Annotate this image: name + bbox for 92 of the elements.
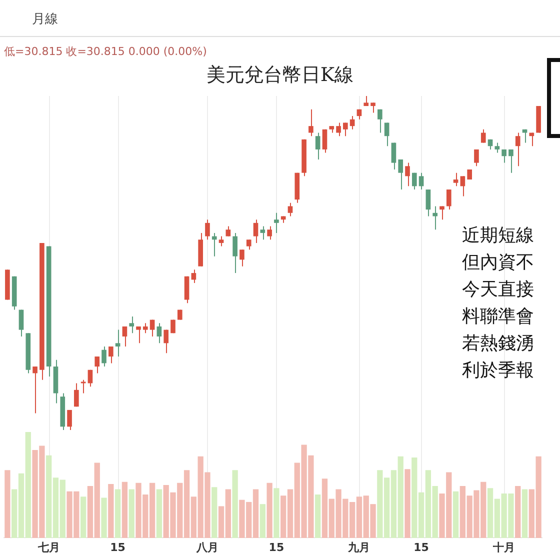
candlestick xyxy=(460,176,466,197)
x-tick-label: 七月 xyxy=(36,540,60,554)
candlestick xyxy=(377,108,382,134)
candlestick xyxy=(115,329,120,358)
bar xyxy=(4,470,10,538)
candlestick xyxy=(122,326,128,347)
candlestick xyxy=(446,189,452,210)
candlestick xyxy=(288,202,293,217)
candlestick xyxy=(398,158,404,190)
candlestick xyxy=(88,369,93,388)
bar xyxy=(212,487,218,538)
candlestick xyxy=(136,326,141,344)
candlestick xyxy=(515,132,520,167)
bar xyxy=(274,488,280,538)
bar xyxy=(114,489,121,538)
candlestick xyxy=(529,132,534,147)
annotation: 料聯準會 xyxy=(462,305,534,329)
candlestick xyxy=(494,142,500,154)
candlestick xyxy=(232,232,238,274)
candlestick xyxy=(74,382,79,408)
candlestick xyxy=(67,409,72,430)
candlestick xyxy=(412,172,417,190)
candlestick xyxy=(343,122,348,137)
bar xyxy=(122,482,128,538)
x-tick-label: 15 xyxy=(414,540,429,554)
x-tick-label: 十月 xyxy=(492,540,516,554)
candlestick xyxy=(156,322,162,344)
bar xyxy=(522,489,528,538)
candlestick xyxy=(260,226,266,240)
candlestick xyxy=(80,379,86,394)
candlestick xyxy=(150,319,155,337)
candlestick xyxy=(184,276,190,304)
candlestick xyxy=(94,356,100,374)
candlestick xyxy=(253,219,258,244)
candlestick xyxy=(226,226,231,237)
bar xyxy=(315,494,321,538)
x-tick-label: 15 xyxy=(110,540,126,554)
bar xyxy=(128,489,134,538)
candlestick xyxy=(218,236,224,247)
bar xyxy=(404,469,410,538)
x-tick-label: 九月 xyxy=(347,540,370,554)
annotation: 若熱錢湧 xyxy=(462,332,534,356)
candlestick xyxy=(432,206,438,230)
candlestick xyxy=(384,122,390,147)
candlestick xyxy=(246,239,252,250)
candlestick xyxy=(370,102,376,114)
candlestick xyxy=(142,322,148,334)
candlestick xyxy=(426,189,431,217)
candlestick xyxy=(274,212,279,234)
candlestick xyxy=(129,316,134,334)
candlestick xyxy=(18,309,24,337)
bar xyxy=(232,470,238,538)
candlestick xyxy=(212,232,217,257)
bar xyxy=(80,496,86,538)
candlestick xyxy=(405,162,410,187)
text: 低=30.815 收=30.815 0.000 (0.00%) xyxy=(4,44,207,59)
candlestick xyxy=(205,219,210,240)
candlestick xyxy=(391,142,396,170)
candlestick xyxy=(102,346,106,368)
bar xyxy=(266,482,272,538)
candlestick xyxy=(502,148,506,164)
bar xyxy=(515,486,521,538)
x-tick-label: 八月 xyxy=(195,540,218,554)
candlestick xyxy=(440,206,444,220)
candlestick xyxy=(474,148,479,167)
bar xyxy=(452,491,459,538)
annotation: 但內資不 xyxy=(462,251,534,275)
bar xyxy=(101,498,107,538)
bar xyxy=(108,484,114,538)
candlestick xyxy=(508,148,514,174)
x-tick-label: 15 xyxy=(268,540,284,554)
candlestick xyxy=(350,116,355,130)
candlestick xyxy=(164,329,169,354)
candlestick xyxy=(315,132,320,160)
candlestick xyxy=(32,366,38,414)
text: 月線 xyxy=(32,11,58,28)
bar xyxy=(260,504,266,538)
candlestick xyxy=(336,122,341,137)
annotation: 今天直接 xyxy=(462,278,534,302)
candlestick xyxy=(453,172,458,187)
candlestick xyxy=(308,108,314,137)
candlestick xyxy=(418,172,424,190)
candlestick xyxy=(108,346,114,364)
bar xyxy=(156,489,162,538)
candlestick xyxy=(480,128,486,144)
candlestick xyxy=(267,226,272,240)
candlestick xyxy=(322,128,328,154)
candlestick xyxy=(240,249,244,267)
candlestick xyxy=(191,269,196,284)
annotation: 近期短線 xyxy=(462,224,534,248)
annotation: 利於季報 xyxy=(462,359,534,383)
chart-title: 美元兌台幣日K線 xyxy=(205,63,355,88)
